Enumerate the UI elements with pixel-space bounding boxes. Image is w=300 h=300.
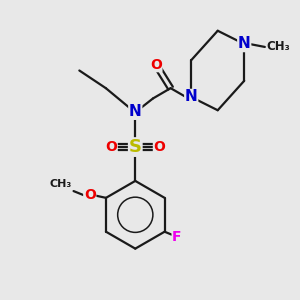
Text: O: O bbox=[154, 140, 165, 154]
Text: N: N bbox=[238, 37, 250, 52]
Text: O: O bbox=[84, 188, 96, 203]
Text: O: O bbox=[150, 58, 162, 72]
Text: N: N bbox=[185, 89, 198, 104]
Text: CH₃: CH₃ bbox=[50, 179, 72, 189]
Text: O: O bbox=[105, 140, 117, 154]
Text: F: F bbox=[172, 230, 182, 244]
Text: S: S bbox=[129, 138, 142, 156]
Text: CH₃: CH₃ bbox=[266, 40, 290, 53]
Text: N: N bbox=[129, 104, 142, 119]
